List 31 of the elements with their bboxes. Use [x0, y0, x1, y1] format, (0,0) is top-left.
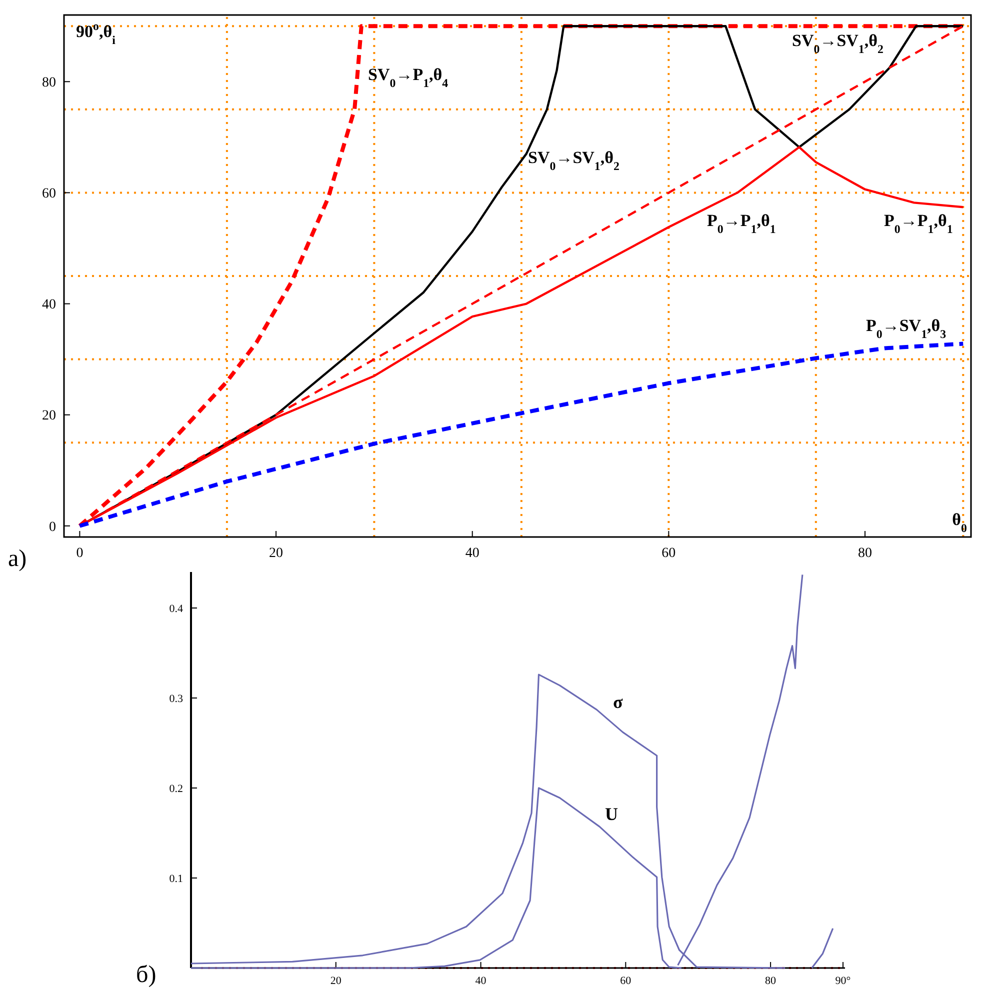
x-tick-label: 80 [765, 975, 777, 987]
y-tick-label: 0.2 [169, 782, 183, 795]
annotation: SV$_{0}$→P$_{1}$,θ$_{4}$ [368, 65, 448, 90]
y-axis-title: 90$^{o}$,θ$_{i}$ [76, 19, 116, 47]
annotation: P$_{0}$→P$_{1}$,θ$_{1}$ [707, 211, 776, 236]
annotation: P$_{0}$→P$_{1}$,θ$_{1}$ [884, 211, 953, 236]
annotation: σ [613, 692, 623, 712]
x-tick-label: 40 [465, 546, 480, 561]
x-tick-label: 60 [620, 975, 632, 987]
text: б) [136, 962, 156, 988]
x-tick-label: 60 [662, 546, 676, 561]
x-tick-label: 90° [835, 975, 851, 987]
annotation: SV$_{0}$→SV$_{1}$,θ$_{2}$ [528, 148, 620, 173]
annotation: U [605, 804, 618, 824]
y-tick-label: 0.3 [169, 692, 184, 705]
y-tick-label: 40 [42, 298, 56, 313]
x-tick-label: 40 [475, 975, 487, 987]
y-tick-label: 0.4 [169, 602, 184, 615]
annotation: SV$_{0}$→SV$_{1}$,θ$_{2}$ [792, 31, 884, 56]
y-tick-label: 60 [42, 186, 56, 202]
x-axis-title: θ$_{0}$ [952, 510, 968, 535]
y-tick-label: 0.1 [169, 872, 183, 885]
annotation: P$_{0}$→SV$_{1}$,θ$_{3}$ [866, 316, 946, 341]
x-tick-label: 80 [858, 546, 872, 561]
y-tick-label: 0 [49, 520, 56, 535]
y-tick-label: 80 [42, 76, 56, 91]
text: a) [8, 546, 27, 572]
x-tick-label: 20 [330, 975, 342, 987]
x-tick-label: 0 [76, 546, 84, 561]
y-tick-label: 20 [42, 408, 56, 424]
x-tick-label: 20 [269, 546, 284, 561]
